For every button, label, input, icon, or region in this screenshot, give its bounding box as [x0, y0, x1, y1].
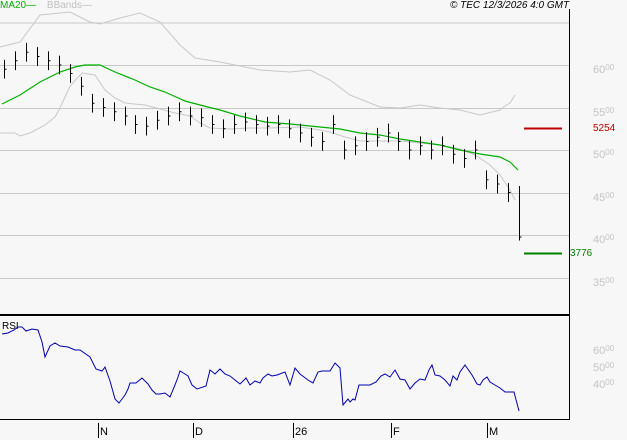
x-tick-label: D: [195, 426, 203, 438]
legend-ma20-swatch: —: [26, 0, 37, 11]
ma20-line: [1, 64, 519, 171]
x-tick-label: 26: [295, 426, 308, 438]
rsi-label: 6000: [593, 344, 615, 357]
price-label: 6000: [593, 63, 615, 76]
x-tick-label: N: [100, 426, 108, 438]
low-marker-value: 3776: [570, 248, 593, 259]
price-grid: [0, 65, 569, 279]
rsi-label: 5000: [593, 361, 615, 374]
x-tick-label: F: [393, 426, 400, 438]
legend-bbands: BBands: [46, 0, 82, 11]
price-label: 4000: [593, 233, 615, 246]
bbands-upper: [0, 11, 516, 116]
x-tick-label: M: [489, 426, 499, 438]
price-label: 5000: [593, 148, 615, 161]
rsi-label: 4000: [593, 378, 615, 391]
rsi-line: [1, 326, 520, 412]
rsi-title: RSI: [2, 321, 19, 332]
price-label: 5500: [593, 106, 615, 119]
legend-ma20: MA20: [0, 0, 27, 11]
price-label: 3500: [593, 276, 615, 289]
bbands-lower: [0, 72, 516, 201]
price-label: 4500: [593, 191, 615, 204]
legend-bbands-swatch: —: [81, 0, 92, 11]
chart-credit: © TEC 12/3/2026 4:0 GMT: [450, 0, 570, 11]
price-bars: [4, 42, 522, 241]
high-marker-value: 5254: [593, 123, 616, 134]
chart-legend: MA20— BBands—: [0, 0, 92, 14]
